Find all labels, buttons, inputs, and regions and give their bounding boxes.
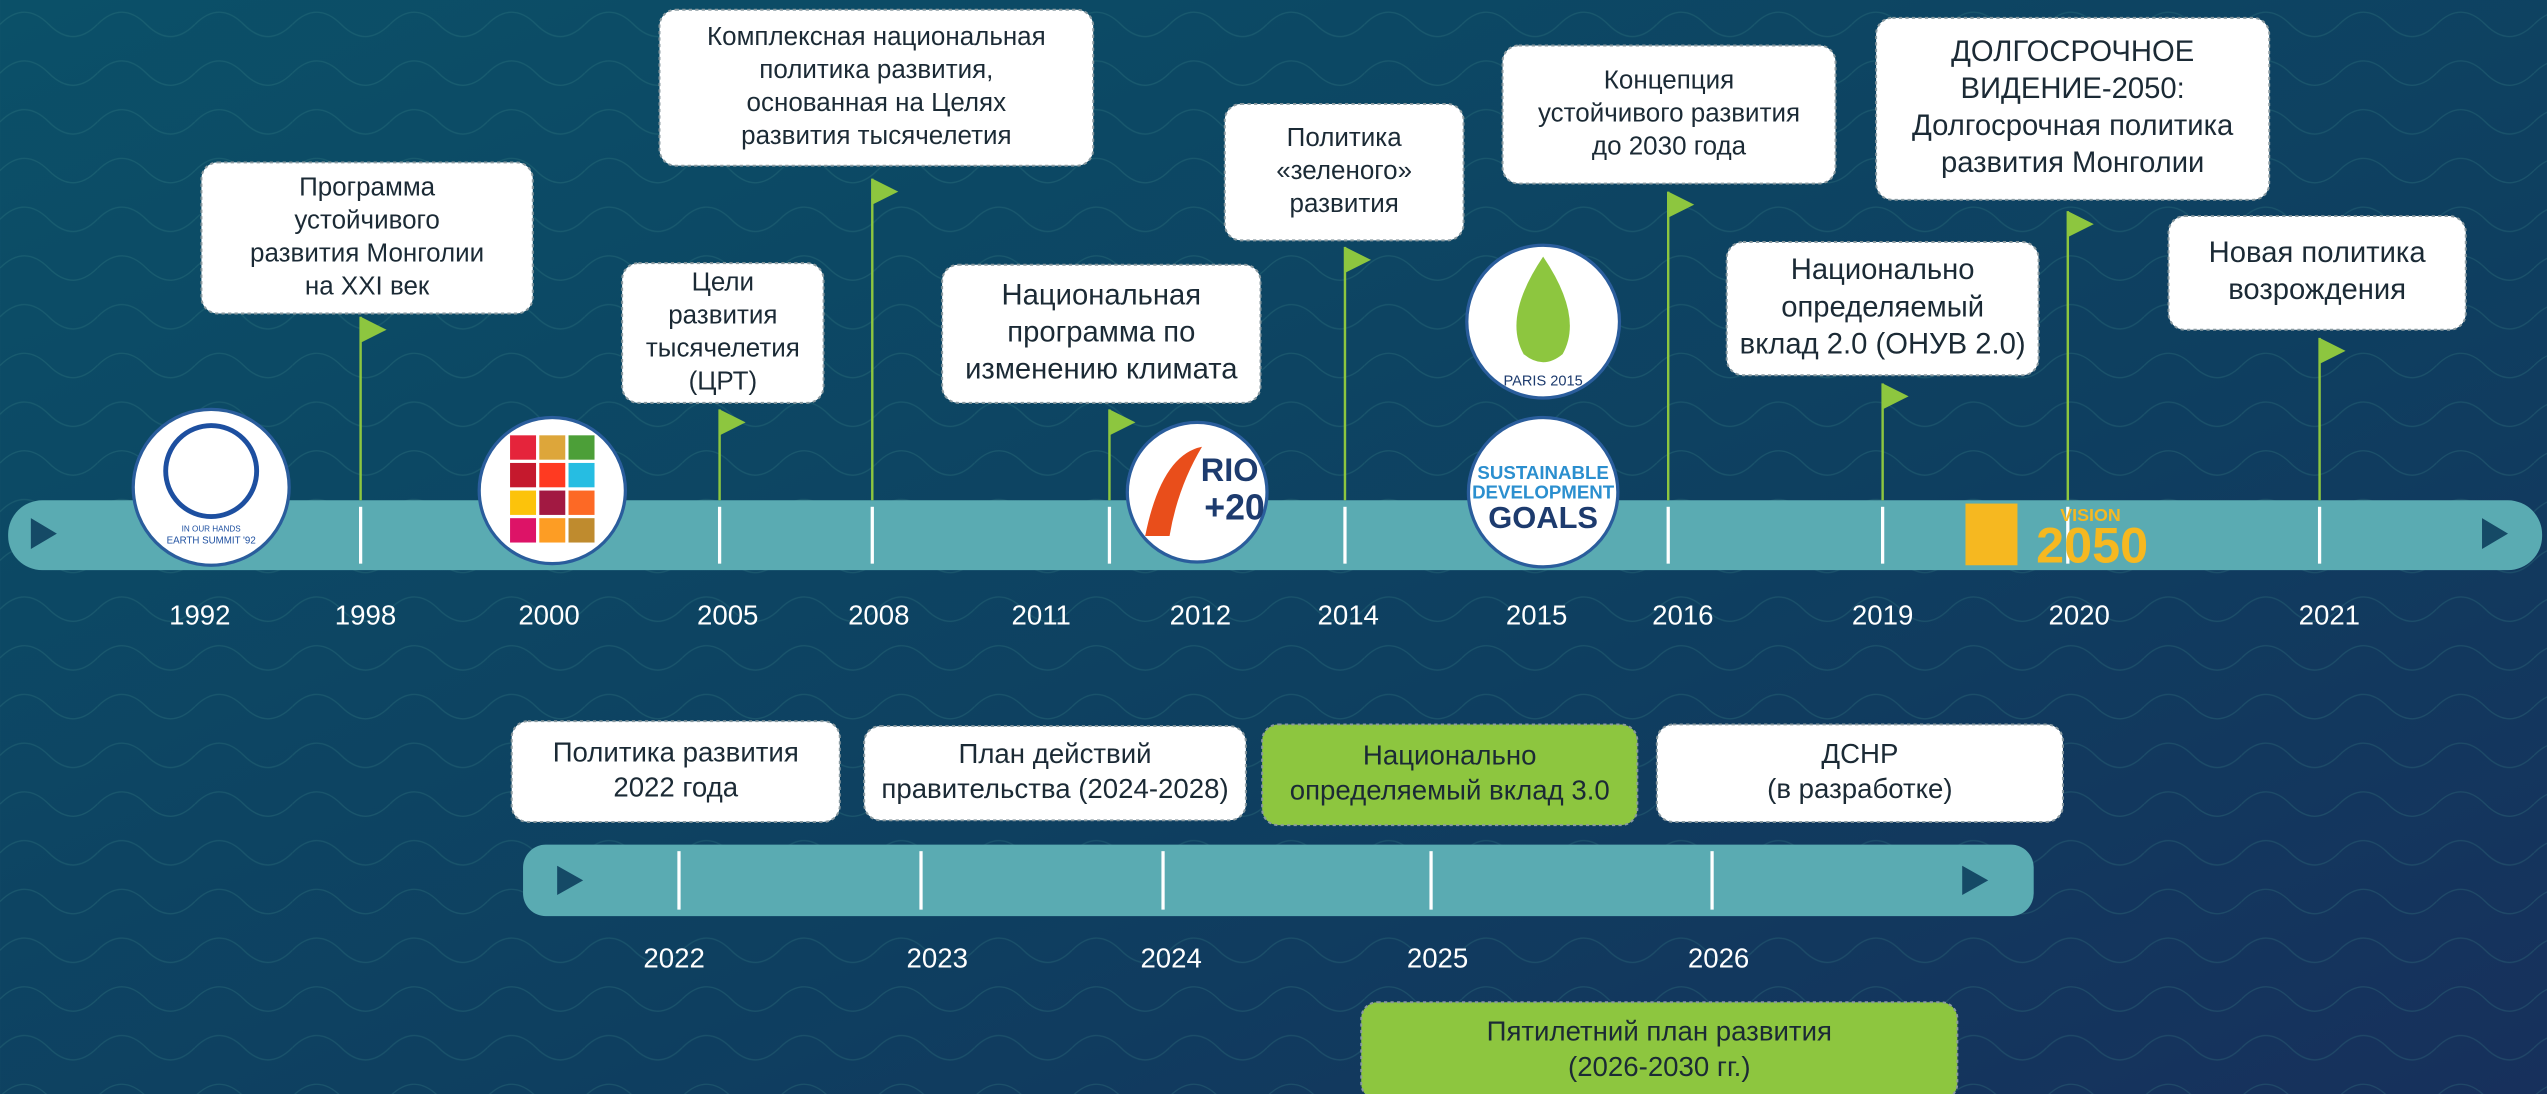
logo-tile [510,491,536,515]
logo-tile [539,491,565,515]
year-label: 2020 [2048,600,2109,631]
callout-text: 2022 года [613,771,738,802]
logo-tile [569,518,595,542]
timeline: Программаустойчивогоразвития Монголиина … [0,0,2547,1094]
callout-text: Национально [1363,740,1537,771]
callout-text: развития тысячелетия [741,120,1011,150]
callout-text: «зеленого» [1276,155,1412,185]
top-bar [8,500,2542,570]
logo-tile [539,435,565,459]
year-label: 2019 [1852,600,1913,631]
callout-text: определяемый вклад 3.0 [1290,775,1610,806]
year-label: 2015 [1506,600,1567,631]
bottom-bar [523,845,2034,916]
callout-text: тысячелетия [646,332,800,362]
year-label: 2012 [1170,600,1231,631]
logo-tile [569,491,595,515]
logo-text: GOALS [1488,500,1598,535]
logo-text: SUSTAINABLE [1477,462,1608,483]
logo-text: +20 [1204,487,1265,527]
logo-text: PARIS 2015 [1503,374,1582,390]
callout-text: (2026-2030 гг.) [1568,1051,1751,1082]
page: Программаустойчивогоразвития Монголиина … [0,0,2547,1094]
callout-text: правительства (2024-2028) [881,773,1228,804]
callout-text: Цели [692,266,754,296]
callout-text: Пятилетний план развития [1487,1016,1832,1047]
year-label: 1998 [335,600,396,631]
callout-text: развития [1290,188,1399,218]
year-label: 2008 [848,600,909,631]
year-label: 2011 [1012,600,1071,631]
callout-text: развития Монголии [1941,147,2204,179]
year-label: 2005 [697,600,758,631]
callout-text: устойчивого развития [1538,97,1800,127]
logo-tile [569,435,595,459]
year-label: 2014 [1318,600,1379,631]
callout-text: Политика развития [553,736,799,767]
year-label: 2025 [1407,942,1468,973]
callout-text: возрождения [2228,274,2406,306]
callout-text: (ЦРТ) [689,365,758,395]
callout-text: ВИДЕНИЕ-2050: [1961,73,2185,105]
year-label: 2016 [1652,600,1713,631]
callout-text: на XXI век [305,270,430,300]
logo-symbol [1965,504,2017,566]
logo-tile [510,518,536,542]
logo-text: IN OUR HANDS [182,525,242,534]
callout-text: План действий [958,738,1151,769]
callout-text: развития [668,299,777,329]
year-label: 1992 [169,600,230,631]
logo-text: 2050 [2036,516,2148,573]
callout-text: Концепция [1604,64,1734,94]
logo-text: RIO [1201,452,1259,488]
callout-text: Программа [299,171,436,201]
year-label: 2024 [1140,942,1201,973]
year-label: 2022 [643,942,704,973]
callout-text: ДОЛГОСРОЧНОЕ [1951,36,2194,68]
callout-text: Комплексная национальная [707,21,1046,51]
callout-text: (в разработке) [1767,773,1952,804]
callout-text: устойчивого [294,204,440,234]
callout-text: вклад 2.0 (ОНУВ 2.0) [1740,328,2026,360]
logo-tile [569,463,595,487]
callout-text: Долгосрочная политика [1912,110,2234,142]
callout-text: до 2030 года [1592,130,1747,160]
callout-text: Национальная [1002,279,1202,311]
year-label: 2026 [1688,942,1749,973]
callout-text: определяемый [1781,291,1984,323]
callout-text: ДСНР [1821,738,1898,769]
year-label: 2023 [907,942,968,973]
callout-text: политика развития, [759,54,993,84]
callout-text: программа по [1007,317,1195,349]
logo-text: EARTH SUMMIT '92 [167,535,256,546]
logo-tile [539,518,565,542]
logo-tile [510,463,536,487]
callout-box [2169,216,2466,330]
year-label: 2000 [518,600,579,631]
year-label: 2021 [2299,600,2360,631]
logo-tile [539,463,565,487]
logo-tile [510,435,536,459]
callout-text: Политика [1287,122,1403,152]
callout-text: Национально [1791,254,1975,286]
callout-text: развития Монголии [250,237,484,267]
callout-text: Новая политика [2209,237,2427,269]
callout-text: основанная на Целях [747,87,1007,117]
callout-text: изменению климата [965,354,1238,386]
